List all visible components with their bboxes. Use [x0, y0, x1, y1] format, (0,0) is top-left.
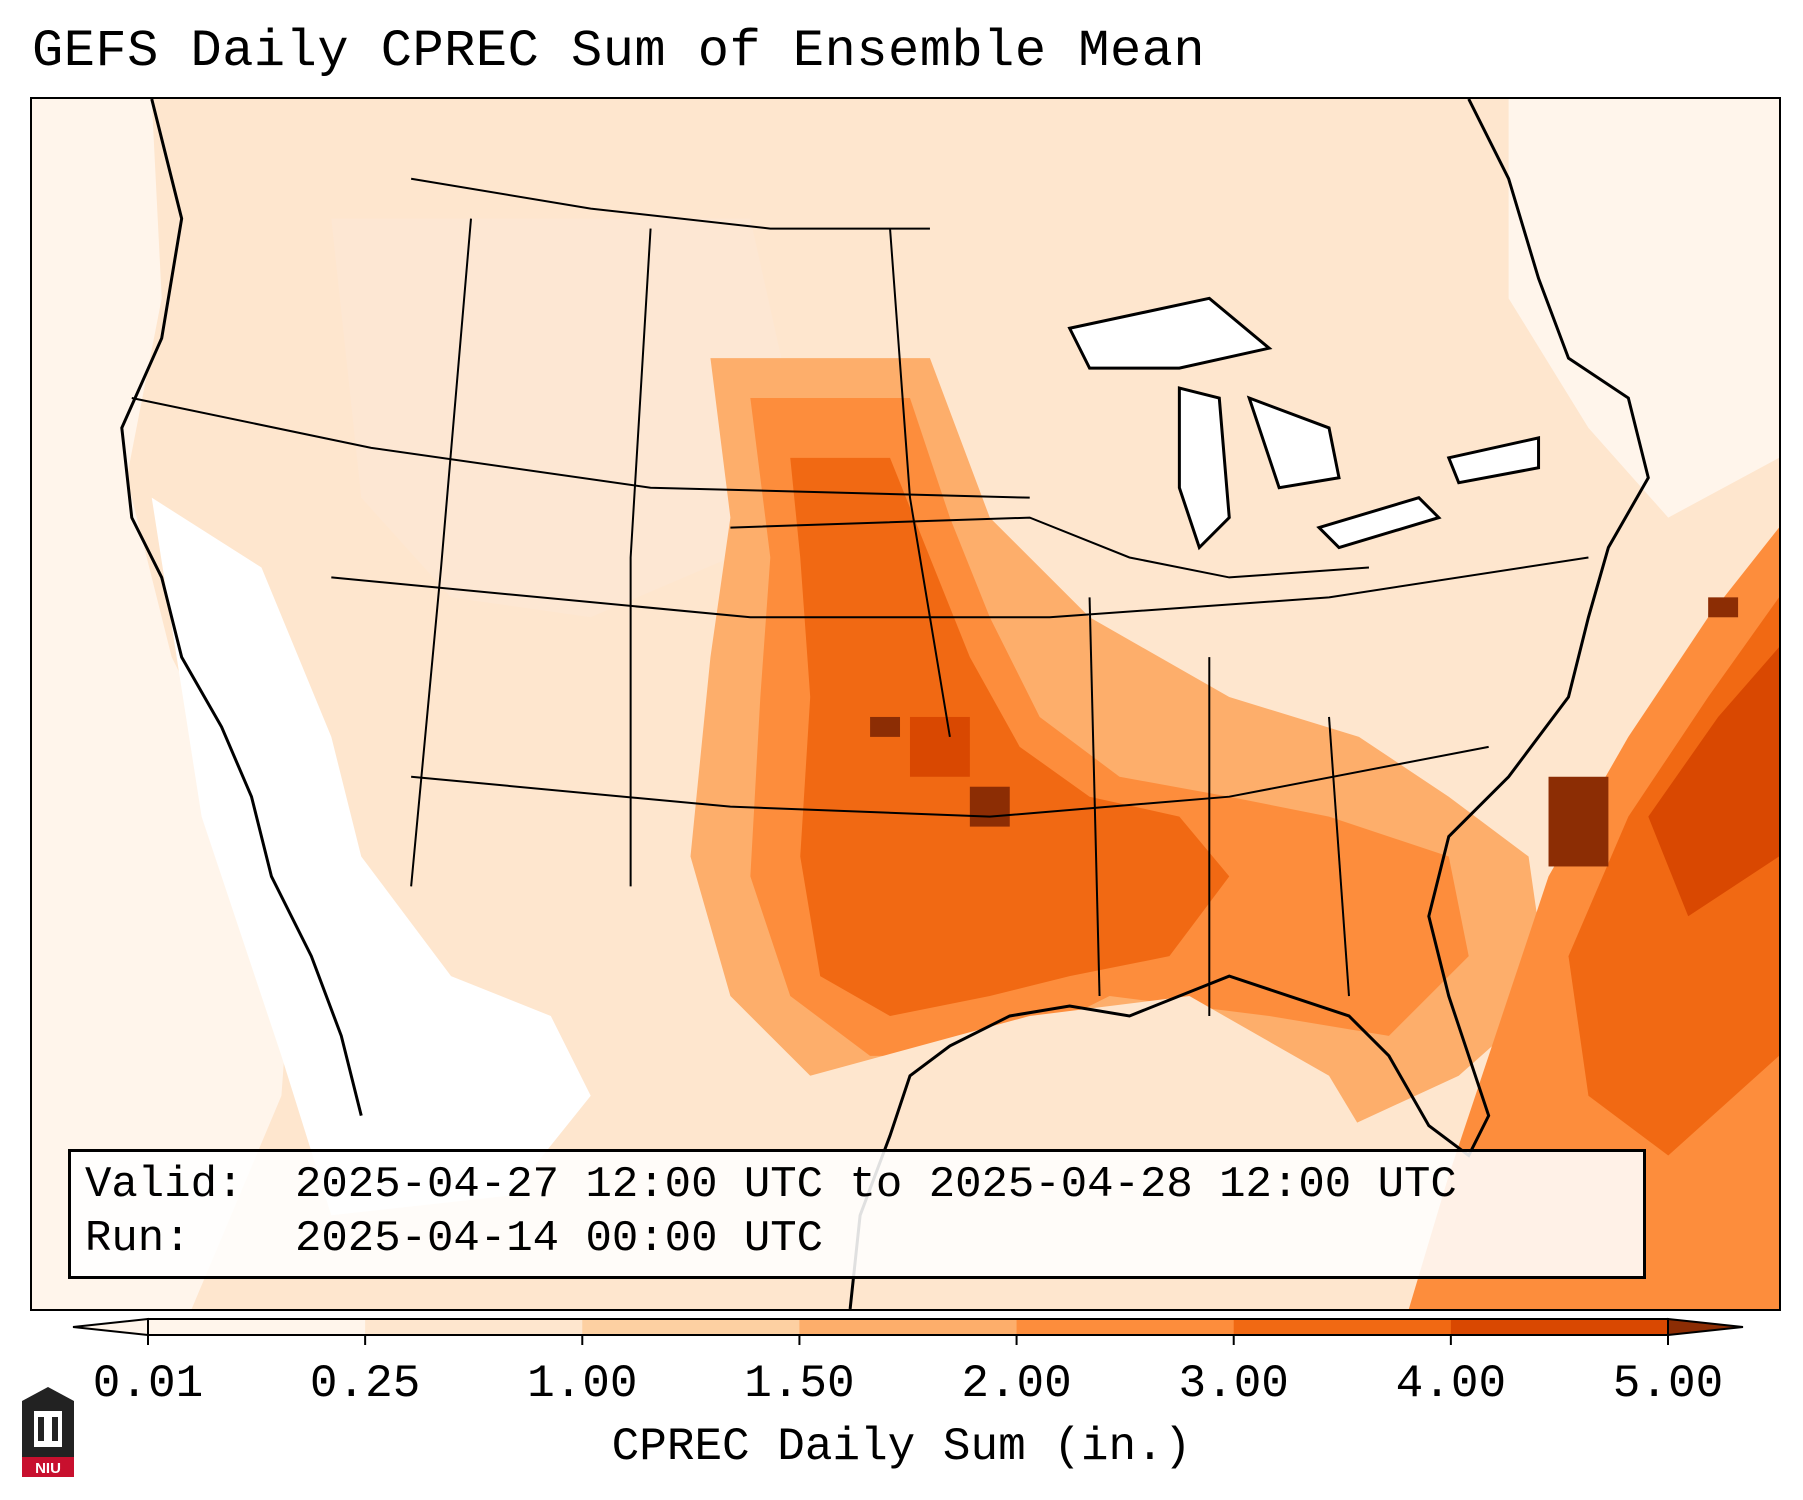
run-info-box: Valid: 2025-04-27 12:00 UTC to 2025-04-28… — [68, 1149, 1646, 1279]
border-latitude-3 — [730, 516, 1370, 579]
map-title: GEFS Daily CPREC Sum of Ensemble Mean — [32, 22, 1206, 81]
valid-row: Valid: 2025-04-27 12:00 UTC to 2025-04-28… — [85, 1158, 1629, 1212]
colorbar-tick-label: 5.00 — [1612, 1358, 1724, 1410]
colorbar-tick-label: 1.00 — [527, 1358, 638, 1410]
border-canada — [410, 177, 930, 230]
niu-logo: NIU — [20, 1385, 76, 1479]
niu-logo-banner — [22, 1457, 74, 1477]
colorbar-tick-label: 2.00 — [961, 1358, 1072, 1410]
precip-peak-oklahoma — [870, 716, 901, 737]
lake-ontario — [1446, 436, 1541, 485]
border-meridian-2 — [629, 228, 652, 887]
colorbar-segment — [799, 1319, 1018, 1335]
colorbar-outline — [147, 1318, 1669, 1336]
colorbar-tick-label: 4.00 — [1395, 1358, 1507, 1410]
border-meridian-6 — [1328, 716, 1350, 997]
lake-erie — [1316, 495, 1442, 550]
northeast-light-region — [1508, 99, 1779, 518]
state-borders — [131, 177, 1589, 1016]
southwest-dry-region — [151, 497, 591, 1216]
run-value: 2025-04-14 00:00 UTC — [295, 1214, 824, 1264]
colorbar-segment — [1016, 1319, 1235, 1335]
lake-michigan — [1177, 386, 1231, 551]
run-label: Run: — [85, 1214, 191, 1264]
niu-logo-text: NIU — [35, 1460, 61, 1477]
niu-logo-window-right — [52, 1417, 58, 1441]
colorbar-tick-label: 0.25 — [309, 1358, 421, 1410]
great-lakes — [1067, 296, 1541, 551]
colorbar-segment — [1450, 1319, 1669, 1335]
lake-superior — [1067, 296, 1273, 370]
atlantic-precip-max — [1648, 647, 1779, 917]
lake-huron — [1246, 395, 1341, 490]
colorbar-segment — [148, 1319, 366, 1335]
west-coastline — [120, 99, 363, 1117]
colorbar: 0.01 0.25 1.00 1.50 2.00 3.00 4.00 5.00 CPREC D… — [0, 1311, 1803, 1491]
colorbar-tick-label: 1.50 — [744, 1358, 855, 1410]
niu-logo-window-left — [38, 1417, 44, 1441]
atlantic-precip-peak-north — [1708, 597, 1739, 618]
border-meridian-1 — [410, 218, 472, 887]
east-gulf-coastline — [848, 99, 1650, 1309]
colorbar-segment — [365, 1319, 583, 1335]
colorbar-tick-label: 3.00 — [1178, 1358, 1289, 1410]
pacific-ocean-region — [32, 99, 292, 1309]
precip-max-plains — [909, 716, 970, 777]
colorbar-graphic — [72, 1317, 1744, 1345]
precip-peak-arkansas — [969, 786, 1010, 827]
colorbar-extend-right — [1667, 1317, 1744, 1337]
precipitation-map: Valid: 2025-04-27 12:00 UTC to 2025-04-28… — [30, 97, 1781, 1311]
valid-label: Valid: — [85, 1160, 244, 1210]
colorbar-segment — [1233, 1319, 1452, 1335]
precip-core-plains — [790, 457, 1230, 1016]
border-meridian-3 — [889, 228, 951, 738]
niu-logo-graphic: NIU — [22, 1387, 74, 1477]
border-north-west — [131, 397, 1030, 499]
run-row: Run: 2025-04-14 00:00 UTC — [85, 1212, 1629, 1266]
valid-value: 2025-04-27 12:00 UTC to 2025-04-28 12:00… — [295, 1160, 1457, 1210]
colorbar-tick-label: 0.01 — [92, 1358, 204, 1410]
border-latitude-2 — [411, 745, 1489, 818]
colorbar-extend-left — [72, 1317, 149, 1337]
colorbar-segment — [582, 1319, 800, 1335]
coastlines — [120, 99, 1650, 1309]
atlantic-precip-peak — [1548, 776, 1609, 867]
colorbar-label: CPREC Daily Sum (in.) — [611, 1421, 1192, 1473]
border-latitude-1 — [331, 556, 1589, 619]
map-canvas — [32, 99, 1779, 1309]
border-meridian-4 — [1088, 597, 1101, 997]
